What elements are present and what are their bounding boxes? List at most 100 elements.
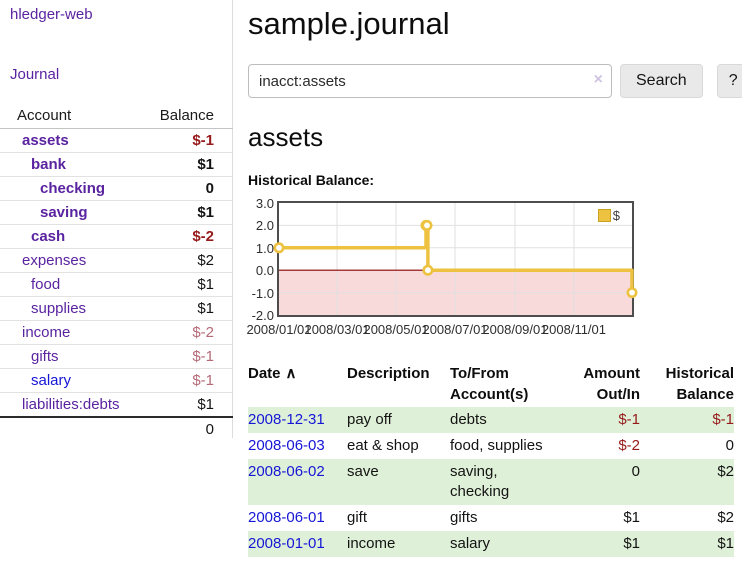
register-header: Amount Out/In [570, 361, 640, 407]
account-column-header: Account [17, 107, 72, 124]
chart-section-label: Historical Balance: [248, 172, 375, 188]
clear-search-icon[interactable]: × [593, 71, 603, 88]
y-tick-label: 1.0 [255, 240, 274, 256]
accounts-total-row: 0 [0, 416, 233, 441]
account-balance: $1 [197, 300, 214, 317]
x-tick-label: 2008/09/01 [482, 322, 548, 337]
x-tick-label: 2008/03/01 [304, 322, 370, 337]
transaction-amount: $1 [623, 509, 640, 526]
sidebar-account-row: cash $-2 [0, 224, 233, 248]
transaction-date-link[interactable]: 2008-06-03 [248, 437, 325, 454]
sidebar-account-row: bank $1 [0, 152, 233, 176]
register-column-header: Description [347, 365, 430, 382]
x-tick-label: 2008/11/01 [541, 322, 607, 337]
account-link-supplies[interactable]: supplies [31, 300, 87, 317]
accounts-total-value: 0 [205, 421, 214, 438]
chart-svg [273, 203, 638, 315]
page-title: sample.journal [248, 6, 450, 41]
account-link-checking[interactable]: checking [40, 180, 106, 197]
account-heading: assets [248, 122, 324, 152]
transaction-description: gift [347, 509, 368, 526]
accounts-rows: assets $-1 bank $1 checking 0 saving $1 cash $-2 e… [0, 129, 233, 416]
transaction-date-link[interactable]: 2008-01-01 [248, 535, 325, 552]
account-balance: $-2 [192, 324, 214, 341]
register-header: To/From Account(s) [450, 361, 570, 407]
balance-chart: 3.0 2.0 1.0 0.0 -1.0 -2.0 $ 2008/01/01 2008/03… [246, 196, 742, 343]
transaction-balance: $2 [717, 463, 734, 480]
sidebar-account-row: income $-2 [0, 320, 233, 344]
register-column-header: Historical Balance [665, 365, 734, 403]
legend-label: $ [612, 208, 620, 223]
account-link-cash[interactable]: cash [31, 228, 66, 245]
y-tick-label: 2.0 [255, 218, 274, 234]
account-link-liabilities-debts[interactable]: liabilities:debts [22, 396, 120, 413]
account-link-salary[interactable]: salary [31, 372, 72, 389]
transaction-accounts: food, supplies [450, 437, 543, 454]
transaction-amount: $-2 [618, 437, 640, 454]
register-row: 2008-06-01 gift gifts $1 $2 [248, 505, 734, 531]
search-button[interactable]: Search [620, 64, 703, 98]
transaction-accounts: debts [450, 411, 487, 428]
transaction-description: income [347, 535, 396, 552]
help-button[interactable]: ? [716, 64, 742, 98]
register-column-header: Date [248, 365, 281, 382]
account-link-saving[interactable]: saving [40, 204, 88, 221]
x-tick-label: 2008/07/01 [422, 322, 488, 337]
y-tick-label: -1.0 [251, 285, 274, 301]
sidebar-account-row: supplies $1 [0, 296, 233, 320]
account-link-bank[interactable]: bank [31, 156, 67, 173]
register-row: 2008-06-03 eat & shop food, supplies $-2 0 [248, 433, 734, 459]
chart-plot-area: $ [273, 201, 638, 317]
app-brand-link[interactable]: hledger-web [10, 6, 93, 23]
chart-legend: $ [597, 208, 620, 223]
transaction-amount: $1 [623, 535, 640, 552]
account-link-food[interactable]: food [31, 276, 61, 293]
register-header: Description [347, 361, 450, 407]
sidebar-account-row: liabilities:debts $1 [0, 392, 233, 416]
account-balance: $1 [197, 156, 214, 173]
sidebar-account-row: food $1 [0, 272, 233, 296]
account-balance: $1 [197, 204, 214, 221]
sidebar-account-row: gifts $-1 [0, 344, 233, 368]
register-header: Historical Balance [640, 361, 734, 407]
y-tick-label: -2.0 [251, 308, 274, 323]
account-balance: $-1 [192, 372, 214, 389]
account-balance: 0 [205, 180, 214, 197]
transaction-description: save [347, 463, 379, 480]
account-balance: $-2 [192, 228, 214, 245]
accounts-table: Account Balance assets $-1 bank $1 checking 0… [0, 104, 233, 441]
sidebar-account-row: checking 0 [0, 176, 233, 200]
transaction-balance: $1 [717, 535, 734, 552]
transaction-date-link[interactable]: 2008-06-01 [248, 509, 325, 526]
account-balance: $1 [197, 396, 214, 413]
sidebar: hledger-web Journal Account Balance asse… [0, 0, 233, 438]
transaction-description: eat & shop [347, 437, 419, 454]
search-bar: × Search ? [248, 64, 742, 98]
register-row: 2008-12-31 pay off debts $-1 $-1 [248, 407, 734, 433]
account-balance: $1 [197, 276, 214, 293]
search-input-wrap: × [248, 64, 612, 98]
accounts-table-header: Account Balance [0, 104, 233, 129]
account-link-income[interactable]: income [22, 324, 71, 341]
y-tick-label: 0.0 [255, 263, 274, 279]
register-column-header: To/From Account(s) [450, 365, 529, 403]
register-table: Date ∧ Description To/From Account(s) Amount… [248, 361, 734, 557]
balance-column-header: Balance [159, 107, 214, 124]
transaction-amount: 0 [631, 463, 640, 480]
transaction-balance: 0 [725, 437, 734, 454]
transaction-date-link[interactable]: 2008-06-02 [248, 463, 325, 480]
register-header-date[interactable]: Date ∧ [248, 361, 347, 407]
legend-swatch-icon [597, 209, 611, 222]
search-input[interactable] [248, 64, 612, 98]
sidebar-item-journal[interactable]: Journal [10, 66, 60, 83]
account-link-gifts[interactable]: gifts [31, 348, 59, 365]
account-link-expenses[interactable]: expenses [22, 252, 87, 269]
x-tick-label: 2008/05/01 [363, 322, 429, 337]
transaction-accounts: saving, checking [450, 463, 510, 500]
transaction-balance: $-1 [712, 411, 734, 428]
sidebar-account-row: assets $-1 [0, 129, 233, 152]
transaction-accounts: salary [450, 535, 491, 552]
transaction-amount: $-1 [618, 411, 640, 428]
account-link-assets[interactable]: assets [22, 132, 69, 149]
transaction-date-link[interactable]: 2008-12-31 [248, 411, 325, 428]
